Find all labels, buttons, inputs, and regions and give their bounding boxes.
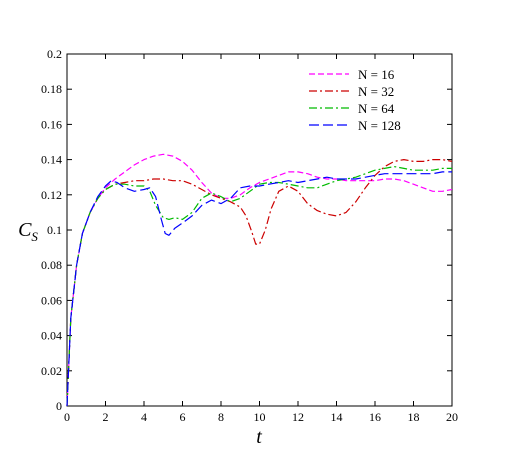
legend-label-2: N = 64 (358, 101, 395, 116)
y-tick-label: 0.02 (41, 364, 62, 378)
series-line-3 (66, 171, 452, 407)
x-tick-label: 0 (64, 410, 70, 424)
x-tick-label: 10 (254, 410, 266, 424)
y-tick-label: 0.08 (41, 258, 62, 272)
legend-label-3: N = 128 (358, 118, 401, 133)
y-tick-label: 0.04 (41, 329, 62, 343)
x-tick-label: 8 (218, 410, 224, 424)
y-tick-label: 0.1 (47, 223, 62, 237)
plot-frame (66, 53, 453, 407)
y-tick-label: 0.12 (41, 188, 62, 202)
legend-label-0: N = 16 (358, 67, 395, 82)
x-tick-label: 4 (141, 410, 147, 424)
x-tick-label: 18 (408, 410, 420, 424)
series-line-0 (66, 153, 453, 407)
ticks-layer: 0 2 4 6 8 10 12 14 16 18 20 0 0.02 0.04 0.06 0.08 0.1 0.1… (41, 47, 458, 424)
y-tick-label: 0.06 (41, 293, 62, 307)
x-tick-label: 6 (180, 410, 186, 424)
series-layer (66, 153, 453, 407)
x-tick-label: 12 (292, 410, 304, 424)
x-axis-title: t (256, 426, 262, 448)
legend-label-1: N = 32 (358, 84, 394, 99)
y-axis-title-main: C (18, 219, 32, 241)
series-line-2 (66, 166, 452, 407)
y-tick-label: 0 (56, 399, 62, 413)
x-tick-label: 2 (103, 410, 109, 424)
x-tick-label: 14 (331, 410, 343, 424)
y-axis-title: CS (18, 219, 38, 244)
series-line-1 (66, 159, 453, 407)
y-axis-title-subscript: S (31, 229, 38, 244)
x-tick-label: 20 (446, 410, 458, 424)
y-tick-label: 0.16 (41, 117, 62, 131)
legend: N = 16 N = 32 N = 64 N = 128 (309, 67, 401, 133)
x-tick-label: 16 (369, 410, 381, 424)
y-tick-label: 0.18 (41, 82, 62, 96)
y-tick-label: 0.2 (47, 47, 62, 61)
y-tick-label: 0.14 (41, 153, 62, 167)
